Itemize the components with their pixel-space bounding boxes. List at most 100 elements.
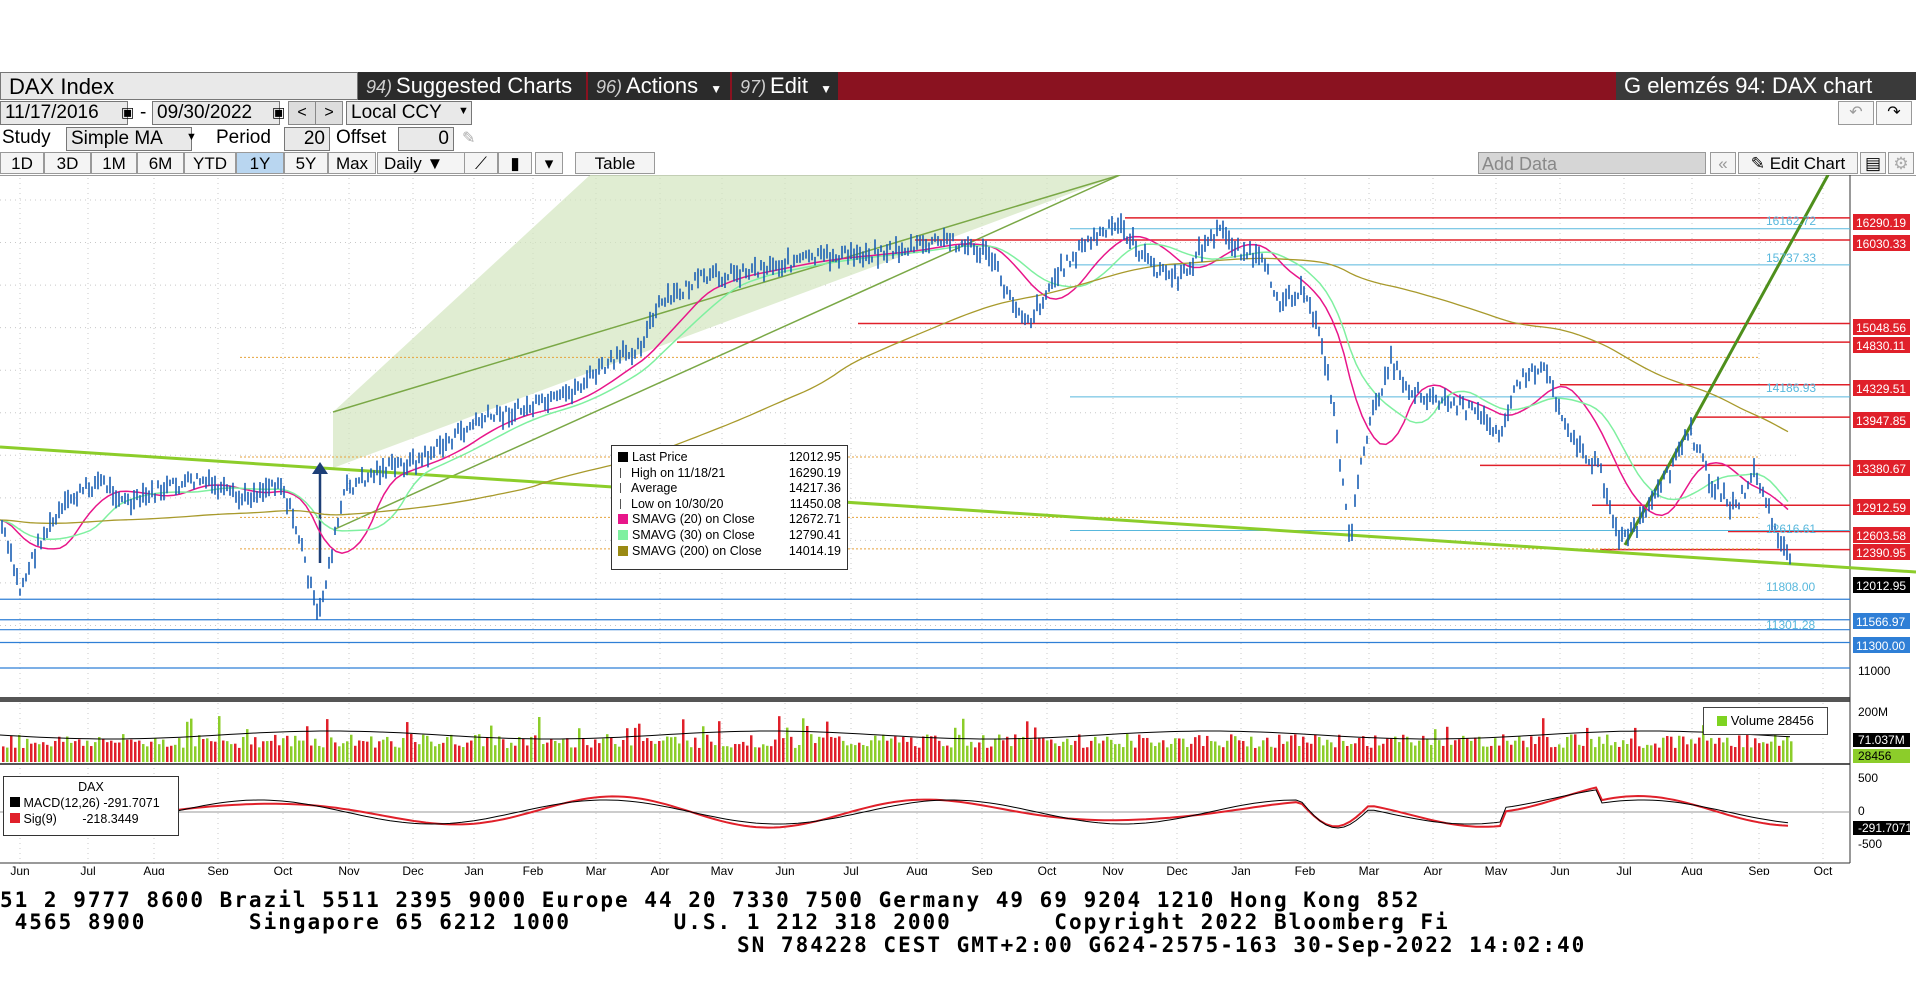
legend-value: 12790.41 (788, 527, 841, 542)
period-button-max[interactable]: Max (328, 152, 376, 174)
legend-label: SMAVG (200) on Close (632, 543, 762, 558)
month-label: Jan (1231, 864, 1250, 875)
add-data-input[interactable]: Add Data (1478, 152, 1706, 174)
edit-chart-label: Edit Chart (1769, 154, 1846, 173)
footer-session-line: SN 784228 CEST GMT+2:00 G624-2575-163 30… (737, 933, 1587, 957)
price-label: 11000 (1858, 664, 1891, 678)
offset-label: Offset (336, 127, 387, 148)
table-button[interactable]: Table (575, 152, 655, 174)
legend-value: 16290.19 (788, 465, 841, 480)
edit-chart-button[interactable]: ✎ Edit Chart (1738, 152, 1858, 174)
month-label: Jul (1616, 864, 1631, 875)
footer-phone-line: 51 2 9777 8600 Brazil 5511 2395 9000 Eur… (0, 888, 1421, 912)
month-label: Apr (651, 864, 670, 875)
period-button-5y[interactable]: 5Y (284, 152, 328, 174)
period-button-6m[interactable]: 6M (137, 152, 184, 174)
chevron-down-icon: ▼ (820, 82, 832, 96)
ticker-field[interactable]: DAX Index (0, 72, 358, 100)
legend-swatch (618, 529, 628, 540)
chart-title: G elemzés 94: DAX chart (1616, 72, 1916, 100)
price-bars (1, 213, 1791, 620)
month-label: May (1485, 864, 1508, 875)
chart-grid (0, 175, 1916, 866)
period-button-ytd[interactable]: YTD (184, 152, 236, 174)
chevron-down-icon: ▼ (710, 82, 723, 96)
suggested-charts-label: Suggested Charts (396, 73, 573, 98)
legend-row: Average 14217.36 (618, 481, 841, 497)
edit-label: Edit (770, 73, 808, 98)
macd-axis-label: 500 (1858, 771, 1878, 785)
volume-swatch (1717, 716, 1728, 726)
legend-label: SMAVG (20) on Close (632, 512, 755, 527)
legend-row: SMAVG (30) on Close 12790.41 (618, 528, 841, 544)
legend-label: Average (631, 481, 678, 496)
period-button-3d[interactable]: 3D (44, 152, 91, 174)
month-label: Sep (1748, 864, 1770, 875)
fib-label: 15737.33 (1766, 251, 1816, 265)
fib-label: 14186.93 (1766, 381, 1816, 395)
bar-chart-icon[interactable]: ▮ (498, 152, 532, 174)
price-label: 11566.97 (1856, 615, 1905, 629)
undo-icon[interactable]: ↶ (1838, 101, 1874, 125)
month-label: Feb (1295, 864, 1316, 875)
price-label: 12390.95 (1856, 546, 1906, 560)
legend-swatch (620, 498, 627, 509)
macd-value: -291.7071 (103, 796, 160, 810)
suggested-charts-menu[interactable]: 94) Suggested Charts (358, 72, 586, 100)
macd-axis-label: -500 (1858, 837, 1882, 851)
frequency-select[interactable]: Daily ▼ (377, 152, 489, 174)
month-label: Dec (1166, 864, 1187, 875)
edit-number: 97) (740, 77, 767, 97)
actions-menu[interactable]: 96) Actions ▼ (588, 72, 730, 100)
period-button-1y[interactable]: 1Y (236, 152, 284, 174)
month-label: Sep (207, 864, 229, 875)
trend-lines (0, 175, 1916, 574)
offset-input[interactable]: 0 (398, 127, 454, 151)
redo-icon[interactable]: ↷ (1876, 101, 1912, 125)
actions-label: Actions (626, 73, 699, 98)
period-label: Period (216, 127, 271, 148)
moving-averages (0, 235, 1789, 554)
fib-label: 11301.28 (1766, 618, 1815, 632)
chart-settings-icon[interactable]: ▤ (1860, 152, 1886, 174)
pencil-icon[interactable]: ✎ (462, 130, 476, 147)
month-label: Aug (1681, 864, 1702, 875)
legend-value: 12012.95 (788, 450, 841, 464)
legend-label: Low on 10/30/20 (631, 496, 724, 511)
chevron-down-icon[interactable]: ▾ (535, 152, 563, 174)
period-input[interactable]: 20 (284, 127, 330, 151)
month-label: Dec (402, 864, 423, 875)
arrow-head-icon (312, 462, 328, 474)
period-button-1d[interactable]: 1D (0, 152, 44, 174)
edit-menu[interactable]: 97) Edit ▼ (732, 72, 838, 100)
price-label: 16290.19 (1856, 216, 1906, 230)
calendar-icon[interactable]: ▣ (121, 104, 135, 120)
previous-arrow-icon[interactable]: < (288, 101, 316, 125)
volume-axis-label: 28456 (1858, 749, 1892, 763)
collapse-icon[interactable]: « (1710, 152, 1736, 174)
suggested-charts-number: 94) (366, 77, 393, 97)
end-date-field[interactable]: 09/30/2022 (152, 101, 280, 125)
study-select[interactable]: Simple MA (66, 127, 192, 151)
dax-chart[interactable]: 16290.19 16030.33 15048.56 14830.11 14329.51… (0, 175, 1916, 875)
chevron-down-icon[interactable]: ▼ (186, 131, 197, 143)
study-label: Study (2, 127, 51, 148)
price-label: 13380.67 (1856, 462, 1906, 476)
next-arrow-icon[interactable]: > (315, 101, 343, 125)
line-chart-icon[interactable]: ⟋ (464, 152, 498, 174)
macd-axis-label: 0 (1858, 804, 1865, 818)
start-date-field[interactable]: 11/17/2016 (0, 101, 128, 125)
price-label: 14830.11 (1856, 339, 1905, 353)
sig-value: -218.3449 (82, 812, 139, 826)
time-axis: Jun Jul Aug Sep Oct Nov Dec Jan Feb Mar Apr May Jun J… (10, 864, 1833, 875)
volume-bars (0, 716, 1793, 762)
gear-icon[interactable]: ⚙ (1888, 152, 1914, 174)
chevron-down-icon[interactable]: ▼ (458, 105, 469, 117)
month-label: Jun (1550, 864, 1569, 875)
calendar-icon[interactable]: ▣ (272, 104, 286, 120)
month-label: Aug (906, 864, 927, 875)
macd-legend-title: DAX (78, 780, 104, 794)
period-button-1m[interactable]: 1M (91, 152, 137, 174)
uptrend-line (1623, 175, 1830, 546)
currency-select[interactable]: Local CCY (346, 101, 472, 125)
